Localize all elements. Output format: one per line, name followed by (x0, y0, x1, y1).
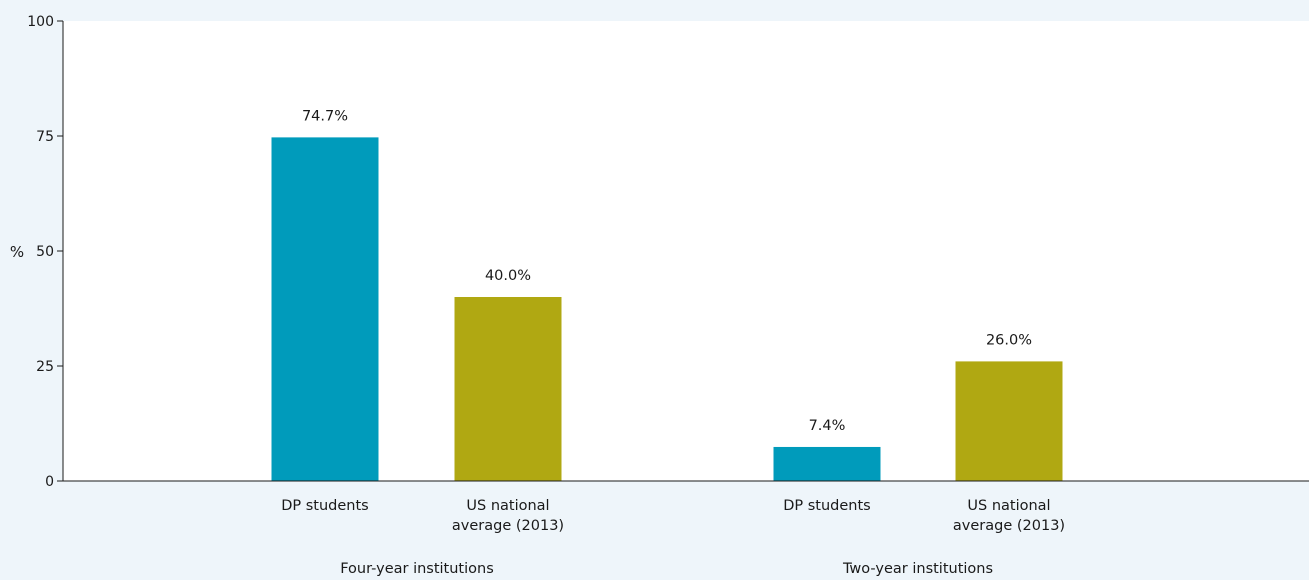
x-tick-label: US national (466, 498, 549, 514)
bar (454, 297, 562, 481)
y-tick-label: 0 (45, 474, 54, 490)
y-axis-label: % (10, 243, 24, 261)
x-tick-label: DP students (281, 498, 369, 514)
x-axis-labels-layer: DP students US national average (2013) DP s… (281, 498, 1065, 534)
bar (271, 137, 379, 481)
bar-value-label: 7.4% (809, 418, 846, 434)
bar (773, 446, 881, 481)
y-axis-ticks: 0 25 50 75 100 (27, 14, 63, 490)
bar-value-label: 74.7% (302, 108, 348, 124)
y-tick-label: 25 (36, 359, 54, 375)
x-tick-label: average (2013) (953, 518, 1065, 534)
bar-value-label: 26.0% (986, 332, 1032, 348)
group-label: Four-year institutions (340, 561, 494, 576)
y-tick-label: 50 (36, 244, 54, 260)
value-labels-layer: 74.7% 40.0% 7.4% 26.0% (302, 108, 1032, 434)
y-tick-label: 75 (36, 129, 54, 145)
bar-value-label: 40.0% (485, 268, 531, 284)
x-tick-label: US national (967, 498, 1050, 514)
y-tick-label: 100 (27, 14, 54, 30)
group-labels-layer: Four-year institutions Two-year instituti… (340, 561, 993, 577)
x-tick-label: DP students (783, 498, 871, 514)
group-label: Two-year institutions (842, 561, 993, 576)
bars-layer (271, 137, 1063, 481)
x-tick-label: average (2013) (452, 518, 564, 534)
bar (955, 361, 1063, 481)
plot-area (63, 21, 1309, 481)
